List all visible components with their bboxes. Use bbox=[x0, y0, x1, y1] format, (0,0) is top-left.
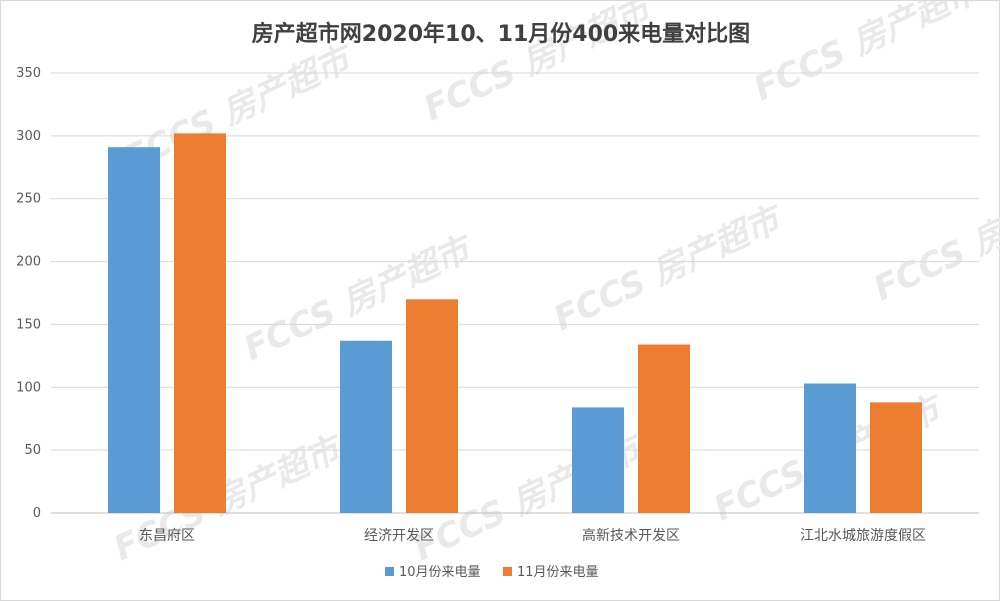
bar-nov-1 bbox=[406, 299, 458, 513]
bar-oct-1 bbox=[340, 340, 392, 513]
bar-nov-3 bbox=[870, 402, 922, 513]
watermark-text: FCCS 房产超市 bbox=[868, 168, 1000, 310]
y-tick-label: 50 bbox=[24, 443, 41, 458]
watermark-text: FCCS 房产超市 bbox=[748, 1, 991, 109]
y-tick-label: 100 bbox=[16, 380, 41, 395]
y-tick-label: 350 bbox=[16, 66, 41, 81]
x-category-label: 经济开发区 bbox=[364, 528, 434, 544]
legend-label: 10月份来电量 bbox=[399, 565, 481, 580]
bar-oct-2 bbox=[572, 407, 624, 513]
bar-nov-0 bbox=[174, 133, 226, 514]
x-category-label: 东昌府区 bbox=[139, 528, 195, 544]
watermark-text: FCCS 房产超市 bbox=[548, 198, 791, 340]
x-category-label: 高新技术开发区 bbox=[582, 527, 680, 544]
y-tick-label: 300 bbox=[16, 129, 41, 144]
chart-title: 房产超市网2020年10、11月份400来电量对比图 bbox=[252, 21, 750, 47]
bars bbox=[108, 133, 922, 514]
legend: 10月份来电量 11月份来电量 bbox=[385, 565, 599, 580]
legend-swatch bbox=[503, 567, 512, 576]
y-tick-label: 200 bbox=[16, 255, 41, 270]
legend-label: 11月份来电量 bbox=[517, 565, 599, 580]
bar-oct-3 bbox=[804, 383, 856, 513]
bar-nov-2 bbox=[638, 344, 690, 513]
x-axis-categories: 东昌府区 经济开发区 高新技术开发区 江北水城旅游度假区 bbox=[139, 527, 926, 544]
bar-oct-0 bbox=[108, 147, 160, 513]
y-tick-label: 0 bbox=[33, 506, 41, 521]
x-category-label: 江北水城旅游度假区 bbox=[800, 528, 926, 544]
y-tick-label: 250 bbox=[16, 192, 41, 207]
legend-swatch bbox=[385, 567, 394, 576]
watermark-text: FCCS 房产超市 bbox=[418, 1, 661, 129]
y-tick-label: 150 bbox=[16, 317, 41, 332]
y-axis-ticks: 0 50 100 150 200 250 300 350 bbox=[16, 66, 41, 521]
